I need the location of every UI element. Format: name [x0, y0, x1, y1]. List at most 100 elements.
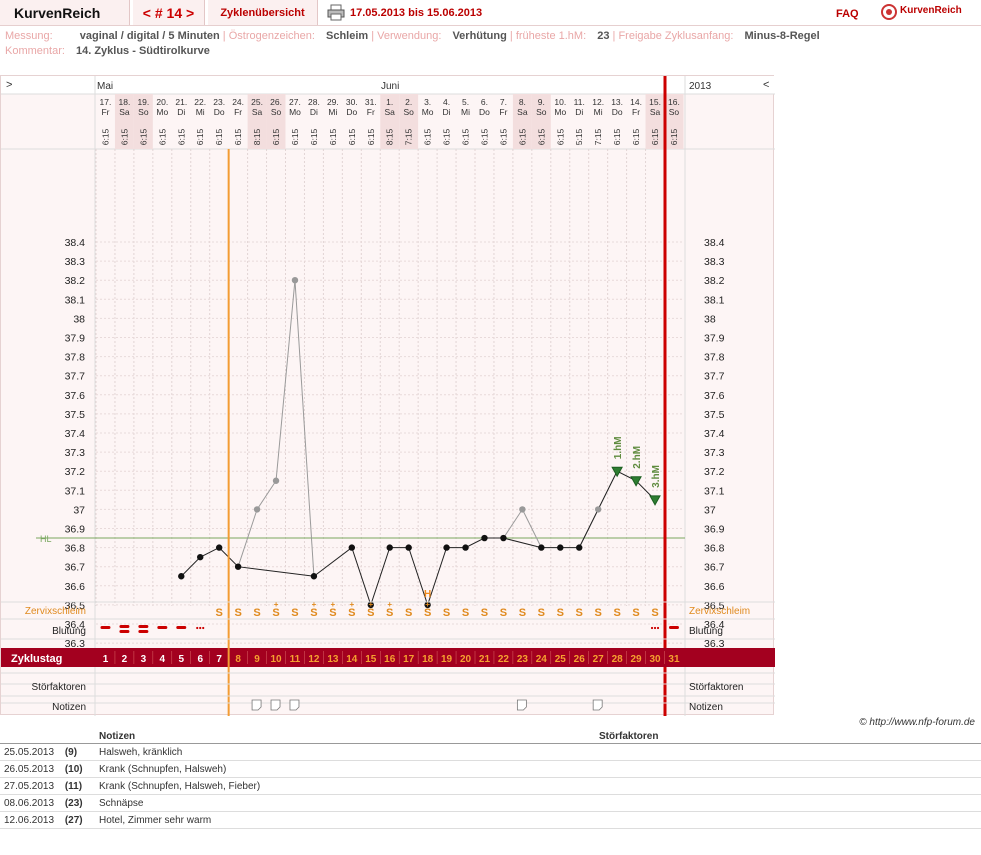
day-date: 15.: [649, 97, 661, 107]
day-weekday: Di: [575, 107, 583, 117]
day-time: 6:15: [176, 128, 186, 145]
note-disturb: [595, 777, 981, 795]
temperature-point: [538, 544, 545, 551]
excluded-segment: [503, 509, 523, 539]
day-weekday: Mo: [289, 107, 301, 117]
cervix-value: S: [595, 607, 602, 619]
bleeding-spot: [196, 626, 199, 630]
notes-row: 12.06.2013 (27) Hotel, Zimmer sehr warm: [0, 811, 981, 829]
y-tick-label-right: 37.9: [704, 333, 725, 345]
temperature-point: [272, 477, 280, 484]
day-weekday: Fr: [234, 107, 242, 117]
cycle-day-number: 7: [216, 654, 222, 665]
cycle-day-number: 30: [649, 654, 661, 665]
cycle-day-number: 22: [498, 654, 510, 665]
cervix-plus: +: [387, 600, 392, 609]
cycle-day-number: 9: [254, 654, 260, 665]
day-time: 6:15: [366, 128, 376, 145]
y-tick-label-right: 38.4: [704, 237, 725, 249]
temperature-point: [253, 506, 261, 513]
day-time: 6:15: [100, 128, 110, 145]
bleeding-spot: [656, 626, 660, 630]
temperature-point: [197, 553, 204, 561]
day-weekday: Sa: [385, 107, 396, 117]
verwendung-value: Verhütung: [452, 30, 507, 42]
cervix-value: S: [272, 607, 279, 619]
cervix-value: S: [386, 607, 393, 619]
cycle-day-number: 4: [160, 654, 166, 665]
tab-cycle-overview[interactable]: Zyklenübersicht: [208, 0, 318, 25]
bleeding-mark: [138, 625, 149, 628]
day-time: 6:15: [138, 128, 148, 145]
day-weekday: Fr: [367, 107, 375, 117]
y-tick-label: 38.2: [65, 275, 86, 287]
cervix-value: S: [329, 607, 336, 619]
day-date: 12.: [592, 97, 604, 107]
day-time: 6:15: [157, 128, 167, 145]
cervix-value: S: [405, 607, 412, 619]
y-tick-label-right: 37.8: [704, 352, 725, 364]
bleeding-mark: [157, 626, 168, 629]
cervix-value: S: [310, 607, 317, 619]
temperature-point: [178, 573, 185, 580]
temperature-point: [557, 544, 564, 551]
cervix-label: Zervixschleim: [25, 606, 86, 617]
messung-label: Messung:: [5, 30, 53, 42]
print-icon[interactable]: [327, 3, 345, 21]
note-disturb: [595, 794, 981, 812]
cycle-day-number: 27: [593, 654, 605, 665]
y-tick-label: 36.3: [65, 638, 86, 650]
copyright-credit[interactable]: © http://www.nfp-forum.de: [859, 717, 975, 728]
cervix-value: S: [291, 607, 298, 619]
day-time: 6:15: [536, 128, 546, 145]
oestrogen-value: Schleim: [326, 30, 369, 42]
note-icon: [592, 699, 603, 711]
day-date: 9.: [538, 97, 545, 107]
day-time: 6:15: [195, 128, 205, 145]
cycle-day-number: 12: [308, 654, 320, 665]
day-weekday: So: [669, 107, 680, 117]
day-date: 11.: [574, 97, 585, 107]
day-weekday: So: [403, 107, 414, 117]
day-weekday: Mi: [461, 107, 470, 117]
temperature-point: [594, 506, 602, 513]
cycle-navigation[interactable]: < # 14 >: [133, 0, 205, 25]
cycle-day-number: 6: [197, 654, 203, 665]
temperature-point: [576, 544, 583, 551]
note-disturb: [595, 760, 981, 778]
day-time: 6:15: [631, 128, 641, 145]
note-date: 26.05.2013 (10): [0, 760, 95, 778]
notes-header-row: Notizen Störfaktoren: [0, 730, 981, 744]
logo-text[interactable]: KurvenReich: [900, 5, 962, 16]
chart-nav-right: <: [763, 79, 769, 91]
day-time: 6:15: [461, 128, 471, 145]
day-date: 5.: [462, 97, 469, 107]
cycle-day-number: 10: [270, 654, 282, 665]
day-time: 7:15: [404, 128, 414, 145]
y-tick-label-right: 37: [704, 504, 716, 516]
day-date: 29.: [327, 97, 339, 107]
day-date: 31.: [365, 97, 377, 107]
bleeding-mark: [119, 630, 130, 633]
day-weekday: Fr: [632, 107, 640, 117]
cycle-day-number: 3: [141, 654, 147, 665]
brand-title[interactable]: KurvenReich: [0, 0, 130, 25]
faq-link[interactable]: FAQ: [836, 8, 859, 20]
temperature-point: [291, 277, 299, 284]
day-weekday: Mi: [594, 107, 603, 117]
day-date: 10.: [554, 97, 566, 107]
meta-line: Messung: vaginal / digital / 5 Minuten |…: [5, 30, 820, 42]
bleeding-mark: [100, 626, 111, 629]
temperature-point: [215, 544, 223, 551]
cervix-value: S: [613, 607, 620, 619]
day-weekday: Do: [479, 107, 490, 117]
chart-nav-left: >: [6, 79, 12, 91]
day-date: 14.: [630, 97, 642, 107]
y-tick-label: 36.8: [65, 543, 86, 555]
temperature-point: [519, 506, 526, 513]
cervix-label-right: Zervixschleim: [689, 606, 750, 617]
cervix-value: S: [216, 607, 223, 619]
day-time: 5:15: [574, 128, 584, 145]
note-text: Halsweh, kränklich: [95, 743, 595, 761]
day-date: 4.: [443, 97, 450, 107]
